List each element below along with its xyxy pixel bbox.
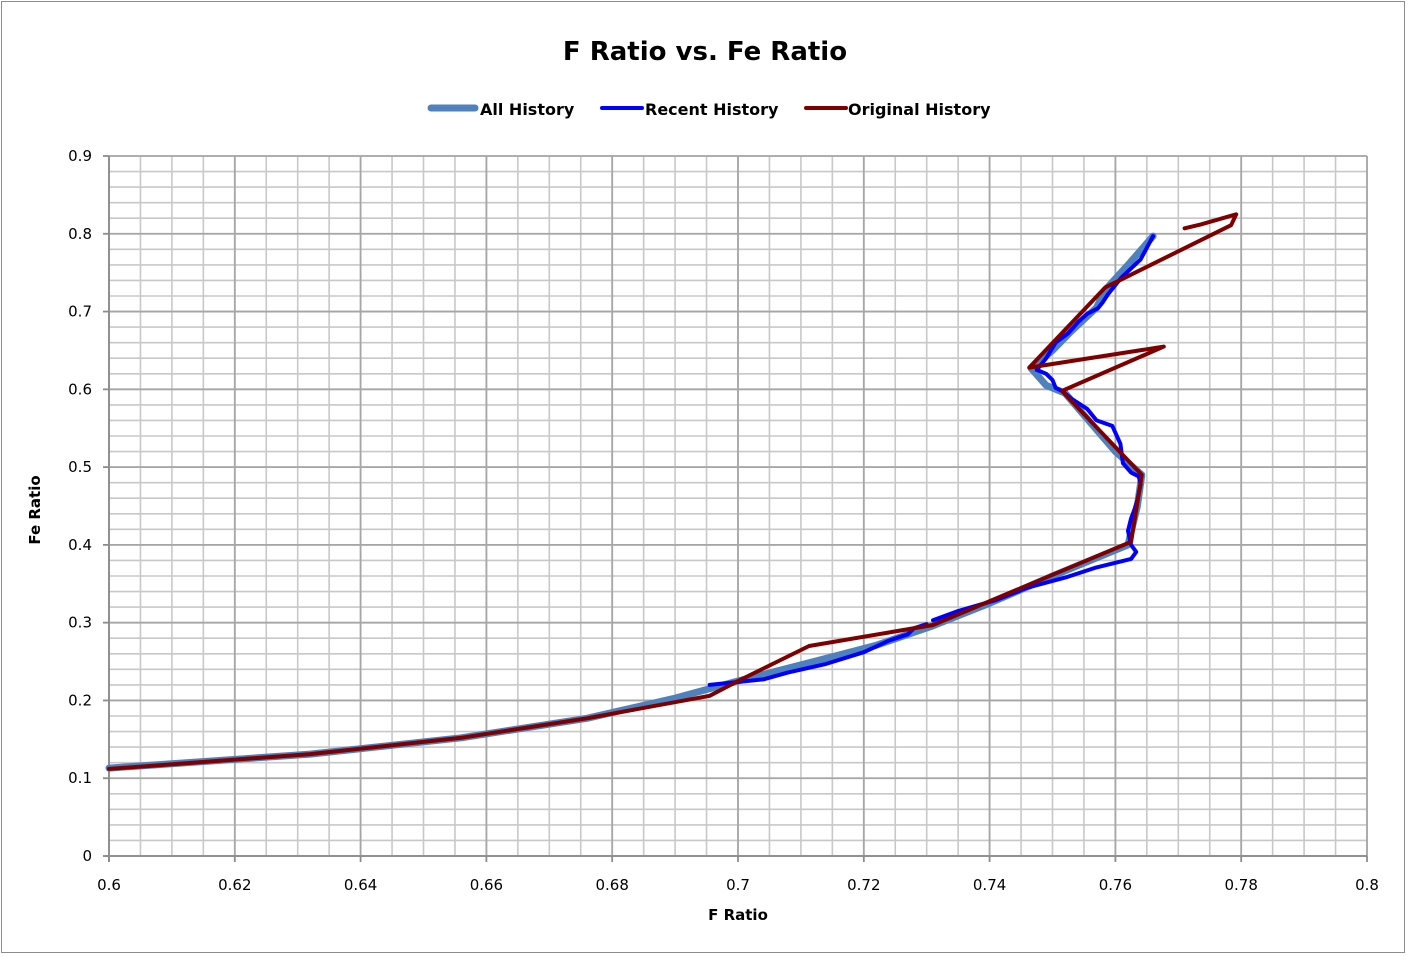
- legend-item-original-history: Original History: [804, 100, 991, 119]
- y-tick-label: 0.6: [68, 380, 92, 398]
- x-tick-label: 0.62: [218, 876, 251, 894]
- legend-label-all-history: All History: [480, 100, 575, 119]
- y-axis-title: Fe Ratio: [26, 475, 44, 544]
- chart-title: F Ratio vs. Fe Ratio: [563, 37, 847, 67]
- y-tick-label: 0.3: [68, 614, 92, 632]
- plot-series: [105, 212, 1239, 772]
- x-tick-label: 0.76: [1099, 876, 1132, 894]
- series-line-original-history: [107, 212, 1239, 771]
- x-axis-tick-labels: 0.6 0.62 0.64 0.66 0.68 0.7 0.72 0.74 0.76 0.78 0.…: [97, 876, 1379, 894]
- x-tick-label: 0.64: [344, 876, 377, 894]
- y-tick-label: 0.4: [68, 536, 92, 554]
- y-tick-label: 0.5: [68, 458, 92, 476]
- x-tick-label: 0.78: [1224, 876, 1257, 894]
- major-gridlines: [108, 155, 1368, 857]
- y-tick-label: 0.8: [68, 225, 92, 243]
- x-axis-title: F Ratio: [708, 906, 768, 924]
- x-tick-label: 0.66: [470, 876, 503, 894]
- y-tick-label: 0.9: [68, 147, 92, 165]
- y-tick-label: 0.1: [68, 769, 92, 787]
- y-axis-tick-labels: 0 0.1 0.2 0.3 0.4 0.5 0.6 0.7 0.8 0.9: [68, 147, 92, 865]
- legend-label-original-history: Original History: [848, 100, 991, 119]
- series-line-recent-history: [931, 234, 1156, 623]
- x-tick-label: 0.74: [973, 876, 1006, 894]
- axes: [103, 155, 1368, 862]
- legend-item-all-history: All History: [427, 100, 575, 119]
- x-tick-label: 0.72: [847, 876, 880, 894]
- x-tick-label: 0.8: [1355, 876, 1379, 894]
- legend-label-recent-history: Recent History: [645, 100, 779, 119]
- y-tick-label: 0.2: [68, 691, 92, 709]
- x-tick-label: 0.68: [595, 876, 628, 894]
- y-tick-label: 0: [82, 847, 92, 865]
- y-tick-label: 0.7: [68, 303, 92, 321]
- legend-item-recent-history: Recent History: [600, 100, 779, 119]
- x-tick-label: 0.6: [97, 876, 121, 894]
- legend: All History Recent History Original Hist…: [427, 100, 991, 119]
- x-tick-label: 0.7: [726, 876, 750, 894]
